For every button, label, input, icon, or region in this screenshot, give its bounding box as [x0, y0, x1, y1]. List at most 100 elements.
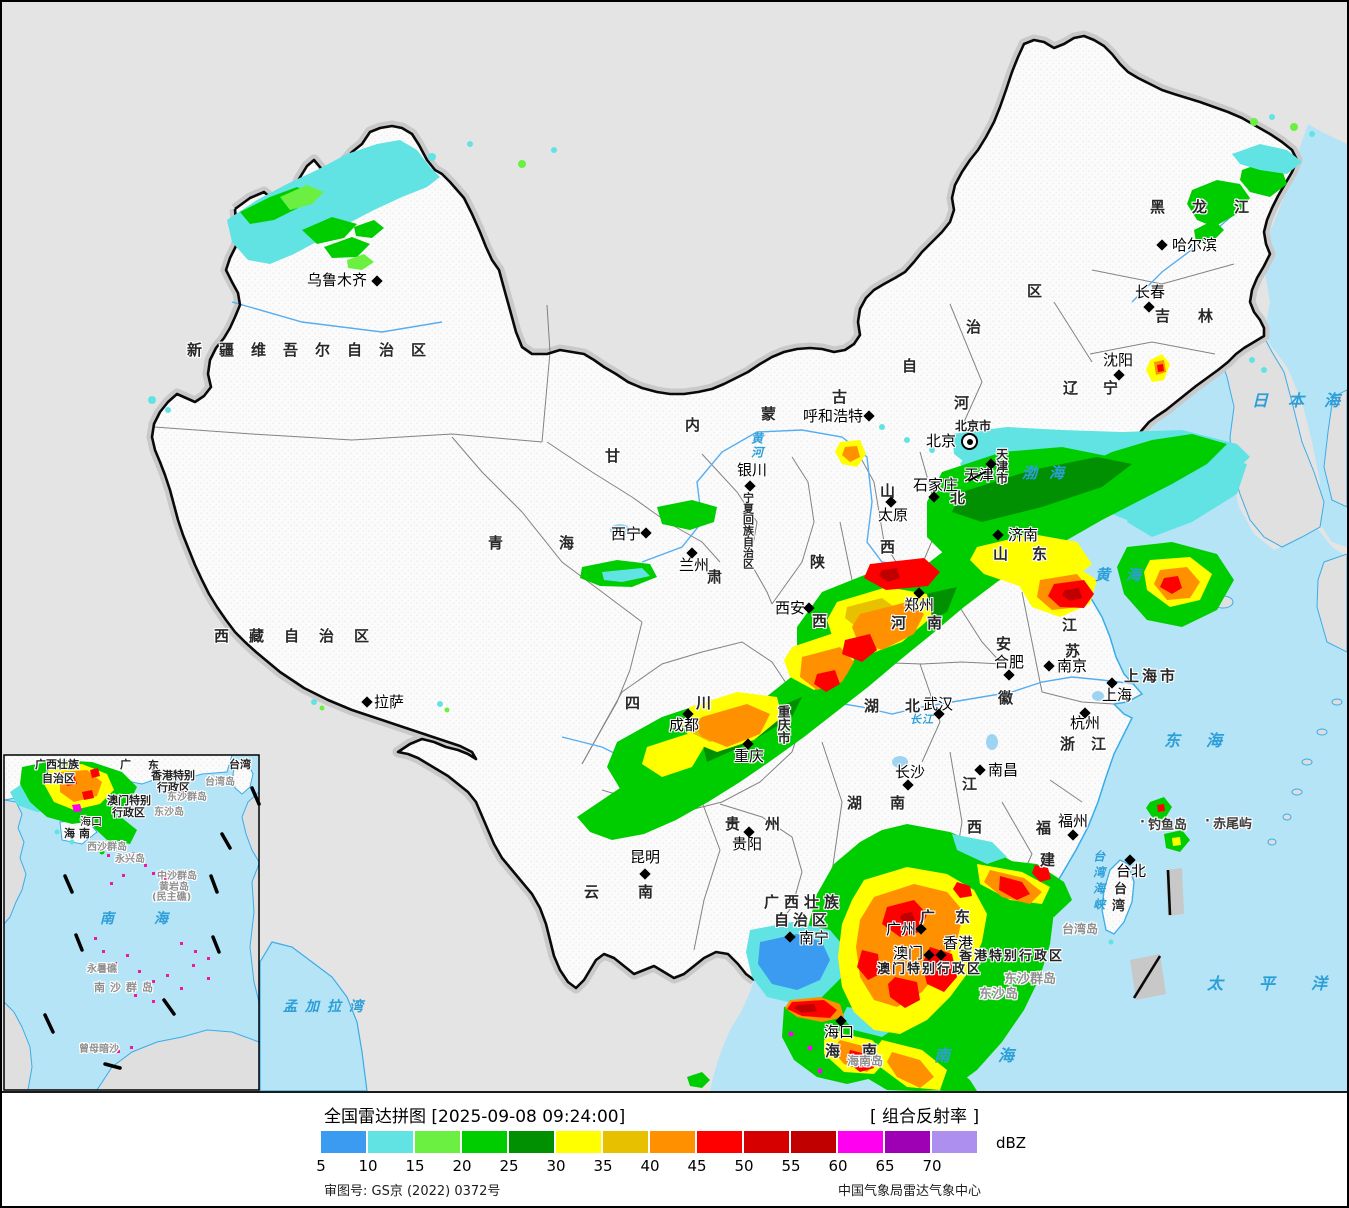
data-source: 中国气象局雷达气象中心 [838, 1184, 982, 1199]
province-xinjiang: 新疆维吾尔自治区 [187, 341, 444, 359]
city-kunming-label: 昆明 [630, 848, 661, 866]
inset-taiwan: 台湾 [229, 758, 251, 771]
province-ningxia: 宁夏回族自治区 [741, 492, 755, 569]
sea-yellow-sea: 黄海 [1095, 566, 1158, 584]
province-heilongjiang: 黑龙江 [1150, 198, 1277, 216]
city-beijing-label: 北京 [926, 432, 957, 450]
province-xizang: 西藏自治区 [214, 627, 390, 645]
city-chongqing-label: 重庆 [734, 747, 765, 765]
city-taipei-label: 台北 [1116, 862, 1147, 880]
city-harbin-label: 哈尔滨 [1172, 236, 1218, 254]
label-macau-sar: 澳门特别行政区 [877, 962, 983, 977]
map-title: 全国雷达拼图 [2025-09-08 09:24:00] [324, 1107, 626, 1127]
province-neimenggu-5: 治 [966, 318, 982, 336]
legend-tick-10: 10 [358, 1157, 378, 1175]
dbz-colorbar [321, 1131, 979, 1153]
inset-zhongsha-islands: 中沙群岛 [157, 871, 197, 882]
province-jiangxi-2: 西 [967, 818, 983, 836]
label-shanghai-shi: 上海市 [1124, 667, 1179, 685]
china-radar-map: 新疆维吾尔自治区 西藏自治区 青海甘肃内蒙古自治区河北山西陕西宁夏回族自治区 山东 河南… [2, 2, 1347, 1093]
legend-swatch-5 [321, 1131, 366, 1153]
city-nanjing-label: 南京 [1057, 657, 1088, 675]
province-shaanxi-2: 西 [812, 612, 828, 630]
city-hangzhou-label: 杭州 [1070, 714, 1101, 732]
legend-swatch-20 [462, 1131, 507, 1153]
province-jiangxi-1: 江 [962, 775, 978, 793]
province-neimenggu-4: 自 [902, 357, 918, 375]
island-diaoyudao-dot: · [1140, 815, 1145, 830]
legend-tick-55: 55 [781, 1157, 801, 1175]
foreign-coast-layer [1212, 336, 1347, 846]
legend-swatch-70 [932, 1131, 977, 1153]
city-urumqi-label: 乌鲁木齐 [307, 271, 368, 289]
inset-yongshujiao: 永暑礁 [87, 964, 117, 975]
legend-tick-60: 60 [828, 1157, 848, 1175]
province-guangdong: 广东 [920, 908, 991, 926]
province-gansu-1: 甘 [605, 447, 621, 465]
island-chiweiyu-dot: · [1205, 814, 1210, 829]
legend-panel: 全国雷达拼图 [2025-09-08 09:24:00] [ 组合反射率 ] 5… [2, 1093, 1347, 1206]
province-neimenggu-6: 区 [1027, 282, 1043, 300]
national-border-south [150, 208, 755, 990]
province-shandong: 山东 [993, 545, 1072, 563]
city-lanzhou-label: 兰州 [679, 556, 710, 574]
label-hongkong-sar: 香港特别行政区 [959, 949, 1065, 964]
province-sichuan: 四川 [625, 694, 768, 712]
city-yinchuan-label: 银川 [737, 461, 768, 479]
province-henan: 河南 [891, 614, 964, 632]
province-hubei: 湖北 [864, 697, 947, 715]
island-hainandao: 海南岛 [847, 1054, 884, 1068]
province-qinghai: 青海 [488, 534, 631, 552]
legend-swatch-15 [415, 1131, 460, 1153]
province-taiwan-1: 台 [1114, 882, 1128, 897]
city-beijing-marker [961, 433, 978, 450]
island-dongsha-islands: 东沙群岛 [1004, 972, 1057, 987]
city-chengdu-label: 成都 [669, 716, 700, 734]
legend-swatch-65 [885, 1131, 930, 1153]
island-diaoyudao: 钓鱼岛 [1148, 818, 1188, 833]
province-anhui-1: 安 [996, 635, 1012, 653]
label-beijing-shi: 北京市 [955, 419, 992, 433]
legend-swatch-35 [603, 1131, 648, 1153]
sea-japan-sea: 日本海 [1252, 391, 1340, 410]
legend-swatch-50 [744, 1131, 789, 1153]
province-chongqing: 重庆市 [774, 705, 790, 744]
boundary-dashes [1130, 868, 1184, 1000]
city-zhengzhou-label: 郑州 [904, 596, 935, 614]
china-landmass [152, 36, 1297, 1027]
legend-tick-30: 30 [546, 1157, 566, 1175]
city-guangzhou-label: 广州 [886, 920, 917, 938]
province-gansu-2: 肃 [707, 568, 723, 586]
province-jilin: 吉林 [1155, 307, 1242, 325]
province-guangxi-1: 广西壮族 [764, 893, 845, 911]
inset-hainan: 海南 [64, 827, 94, 840]
city-haikou-label: 海口 [824, 1023, 855, 1041]
inset-south-china-sea: 南海 [100, 911, 208, 927]
legend-tick-35: 35 [593, 1157, 613, 1175]
city-jinan-label: 济南 [1008, 526, 1039, 544]
legend-tick-20: 20 [452, 1157, 472, 1175]
legend-swatch-10 [368, 1131, 413, 1153]
city-changsha-label: 长沙 [895, 763, 926, 781]
map-canvas [2, 2, 1347, 1091]
province-zhejiang: 浙江 [1060, 735, 1123, 753]
city-fuzhou-label: 福州 [1058, 812, 1089, 830]
sea-taiwan-strait: 台湾海峡 [1091, 850, 1106, 914]
island-dongshadao: 东沙岛 [979, 987, 1019, 1002]
city-nanning-label: 南宁 [799, 929, 830, 947]
province-guangxi-2: 自治区 [774, 911, 832, 929]
city-hohhot-label: 呼和浩特 [803, 407, 864, 425]
city-shanghai-label: 上海 [1102, 686, 1133, 704]
inset-frame [3, 754, 260, 1091]
province-hebei-2: 北 [950, 489, 966, 507]
province-shaanxi-1: 陕 [810, 553, 826, 571]
sea-bay-of-bengal: 孟加拉湾 [283, 999, 371, 1015]
map-approval-number: 审图号: GS京 (2022) 0372号 [324, 1184, 501, 1199]
reef-specks [94, 847, 210, 1053]
city-guiyang-label: 贵阳 [732, 835, 763, 853]
dbz-unit: dBZ [996, 1134, 1027, 1152]
inset-xisha-islands: 西沙群岛 [87, 842, 127, 853]
inset-guangxi-1: 广西壮族 [35, 758, 79, 771]
province-neimenggu-2: 蒙 [761, 405, 777, 423]
province-neimenggu-3: 古 [832, 388, 848, 406]
